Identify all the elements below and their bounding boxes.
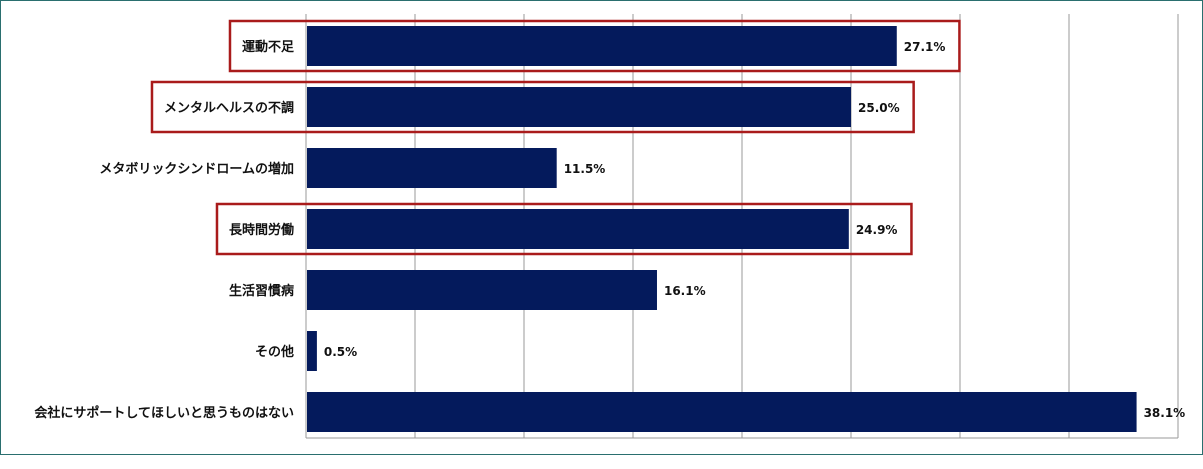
value-label: 38.1%: [1144, 406, 1186, 420]
bar: [307, 26, 897, 66]
value-label: 0.5%: [324, 345, 357, 359]
value-label: 24.9%: [856, 223, 898, 237]
category-label: 長時間労働: [229, 222, 294, 238]
bar: [307, 148, 557, 188]
bar: [307, 270, 657, 310]
grid-layer: [305, 14, 1179, 439]
category-label: 会社にサポートしてほしいと思うものはない: [34, 405, 294, 421]
highlight-box: [215, 202, 913, 256]
value-label: 11.5%: [564, 162, 606, 176]
bar: [307, 331, 317, 371]
category-label: メンタルヘルスの不調: [164, 100, 294, 116]
value-label: 25.0%: [858, 101, 900, 115]
bar-chart: 運動不足 27.1% メンタルヘルスの不調 25.0% メタボリックシンドロームの増加 1…: [34, 14, 1185, 439]
bar: [307, 392, 1137, 432]
value-label: 16.1%: [664, 284, 706, 298]
bars-layer: [307, 26, 1137, 432]
highlight-box: [228, 19, 961, 73]
category-label: メタボリックシンドロームの増加: [99, 161, 294, 177]
value-label: 27.1%: [904, 40, 946, 54]
highlight-layer: [150, 19, 961, 256]
category-label: その他: [255, 344, 294, 360]
category-label: 生活習慣病: [229, 283, 294, 299]
bar: [307, 209, 849, 249]
labels-layer: 運動不足 27.1% メンタルヘルスの不調 25.0% メタボリックシンドロームの増加 1…: [34, 39, 1185, 421]
highlight-box: [150, 80, 915, 134]
category-label: 運動不足: [242, 39, 295, 55]
bar: [307, 87, 851, 127]
